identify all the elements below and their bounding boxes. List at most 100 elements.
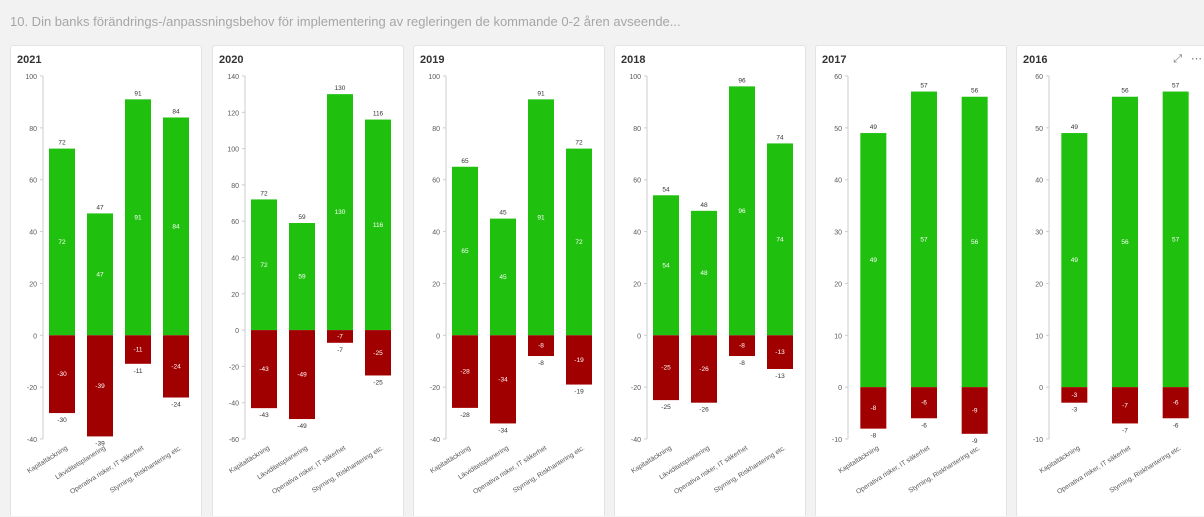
data-label-total-negative: -6 xyxy=(921,422,927,429)
data-label-negative: -8 xyxy=(538,343,544,350)
y-tick-label: 50 xyxy=(834,126,842,133)
y-tick-label: -40 xyxy=(631,437,641,444)
data-label-positive: 91 xyxy=(134,214,142,221)
data-label-total-negative: -28 xyxy=(460,412,470,419)
y-tick-label: 60 xyxy=(29,178,37,185)
x-category-label: Operativa risker, IT säkerhet xyxy=(69,445,145,496)
y-tick-label: 0 xyxy=(235,328,239,335)
data-label-total-negative: -9 xyxy=(972,438,978,445)
card-toolbar: ⤢ ⋯ xyxy=(1165,52,1203,66)
bar-negative xyxy=(490,335,516,424)
bar-negative xyxy=(860,387,887,429)
y-tick-label: 0 xyxy=(33,333,37,340)
bar-positive xyxy=(490,218,516,336)
chart-card-2016[interactable]: 2016 ⤢ ⋯ 60 50 40 30 20 10 0 -10 49 -3 49 -3 Kapitaltäc… xyxy=(1016,45,1204,516)
y-tick-label: 20 xyxy=(231,292,239,299)
data-label-positive: 49 xyxy=(1071,257,1079,264)
y-tick-label: -20 xyxy=(430,385,440,392)
chart-card-2020[interactable]: 2020 140 120 100 80 60 40 20 0 -20 -40 -60 72 -43 72 -4… xyxy=(212,45,404,516)
y-tick-label: 100 xyxy=(25,74,37,81)
data-label-negative: -6 xyxy=(1173,400,1179,407)
x-category-label: Styrning, Riskhantering etc. xyxy=(713,445,787,495)
data-label-negative: -28 xyxy=(460,369,470,376)
chart-card-2017[interactable]: 2017 60 50 40 30 20 10 0 -10 49 -8 49 -8 Kapitaltäckn… xyxy=(815,45,1007,516)
data-label-total-negative: -49 xyxy=(297,423,307,430)
data-label-total-positive: 59 xyxy=(298,214,306,221)
more-icon[interactable]: ⋯ xyxy=(1191,53,1203,65)
chart-card-2019[interactable]: 2019 100 80 60 40 20 0 -20 -40 65 -28 65 -28 Kapitalt… xyxy=(413,45,605,516)
data-label-positive: 72 xyxy=(58,239,66,246)
chart-title: 2017 xyxy=(822,54,847,66)
data-label-total-negative: -6 xyxy=(1173,422,1179,429)
bar-positive xyxy=(566,148,592,336)
sheet-title: 10. Din banks förändrings-/anpassningsbe… xyxy=(10,14,681,29)
data-label-total-negative: -39 xyxy=(95,440,105,447)
y-tick-label: 80 xyxy=(231,183,239,190)
bar-positive xyxy=(365,119,391,331)
bar-negative xyxy=(365,330,391,376)
data-label-positive: 74 xyxy=(776,236,784,243)
bar-negative xyxy=(452,335,478,408)
data-label-negative: -8 xyxy=(870,405,876,412)
data-label-total-positive: 49 xyxy=(870,124,878,131)
data-label-total-positive: 72 xyxy=(575,140,583,147)
data-label-negative: -3 xyxy=(1071,392,1077,399)
chart-title: 2020 xyxy=(219,54,244,66)
bar-negative xyxy=(528,335,554,357)
chart-title: 2021 xyxy=(17,54,42,66)
y-tick-label: -10 xyxy=(832,437,842,444)
y-tick-label: 20 xyxy=(834,281,842,288)
expand-icon[interactable]: ⤢ xyxy=(1173,53,1183,65)
bar-positive xyxy=(87,213,113,336)
bar-positive xyxy=(860,133,887,388)
data-label-total-positive: 49 xyxy=(1071,124,1079,131)
y-tick-label: 10 xyxy=(1035,333,1043,340)
data-label-total-positive: 130 xyxy=(335,85,346,92)
chart-svg: 100806040200-20-4072-3072-30Kapitaltäckn… xyxy=(25,74,189,496)
data-label-negative: -11 xyxy=(134,347,143,354)
data-label-total-negative: -25 xyxy=(661,404,671,411)
chart-svg: 140120100806040200-20-40-6072-4372-43Kap… xyxy=(227,74,391,496)
chart-svg: 100806040200-20-4054-2554-25Kapitaltäckn… xyxy=(629,74,793,496)
data-label-positive: 57 xyxy=(920,236,928,243)
y-tick-label: 40 xyxy=(834,178,842,185)
data-label-positive: 45 xyxy=(499,274,507,281)
y-tick-label: -40 xyxy=(27,437,37,444)
data-label-positive: 116 xyxy=(373,222,384,229)
bar-negative xyxy=(251,330,277,409)
chart-card-2021[interactable]: 2021 100 80 60 40 20 0 -20 -40 72 -30 72 -30 Kapitalt… xyxy=(10,45,202,516)
y-tick-label: 40 xyxy=(633,230,641,237)
data-label-total-negative: -24 xyxy=(171,402,181,409)
x-category-label: Styrning, Riskhantering etc. xyxy=(512,445,586,495)
chart-card-2018[interactable]: 2018 100 80 60 40 20 0 -20 -40 54 -25 54 -25 Kapitalt… xyxy=(614,45,806,516)
data-label-negative: -19 xyxy=(574,357,584,364)
data-label-negative: -13 xyxy=(775,349,785,356)
y-tick-label: 80 xyxy=(29,126,37,133)
y-tick-label: 40 xyxy=(29,230,37,237)
data-label-total-negative: -7 xyxy=(337,347,343,354)
data-label-total-negative: -13 xyxy=(775,373,785,380)
data-label-total-negative: -30 xyxy=(57,417,67,424)
data-label-total-positive: 56 xyxy=(1121,88,1129,95)
data-label-total-positive: 72 xyxy=(260,190,268,197)
y-tick-label: -10 xyxy=(1033,437,1043,444)
y-tick-label: 0 xyxy=(436,333,440,340)
y-tick-label: 100 xyxy=(629,74,641,81)
y-tick-label: 100 xyxy=(428,74,440,81)
data-label-total-positive: 47 xyxy=(96,204,104,211)
bar-negative xyxy=(767,335,793,369)
bar-positive xyxy=(1061,133,1088,388)
data-label-total-negative: -8 xyxy=(870,433,876,440)
data-label-total-positive: 57 xyxy=(1172,83,1180,90)
data-label-total-negative: -3 xyxy=(1071,407,1077,414)
bar-positive xyxy=(691,210,717,336)
data-label-negative: -26 xyxy=(699,366,709,373)
y-tick-label: -60 xyxy=(229,437,239,444)
bar-positive xyxy=(327,94,353,331)
data-label-total-negative: -19 xyxy=(574,389,584,396)
y-tick-label: 50 xyxy=(1035,126,1043,133)
data-label-total-negative: -11 xyxy=(134,368,143,375)
data-label-total-positive: 72 xyxy=(58,140,66,147)
data-label-negative: -49 xyxy=(297,372,307,379)
bar-positive xyxy=(729,86,755,336)
